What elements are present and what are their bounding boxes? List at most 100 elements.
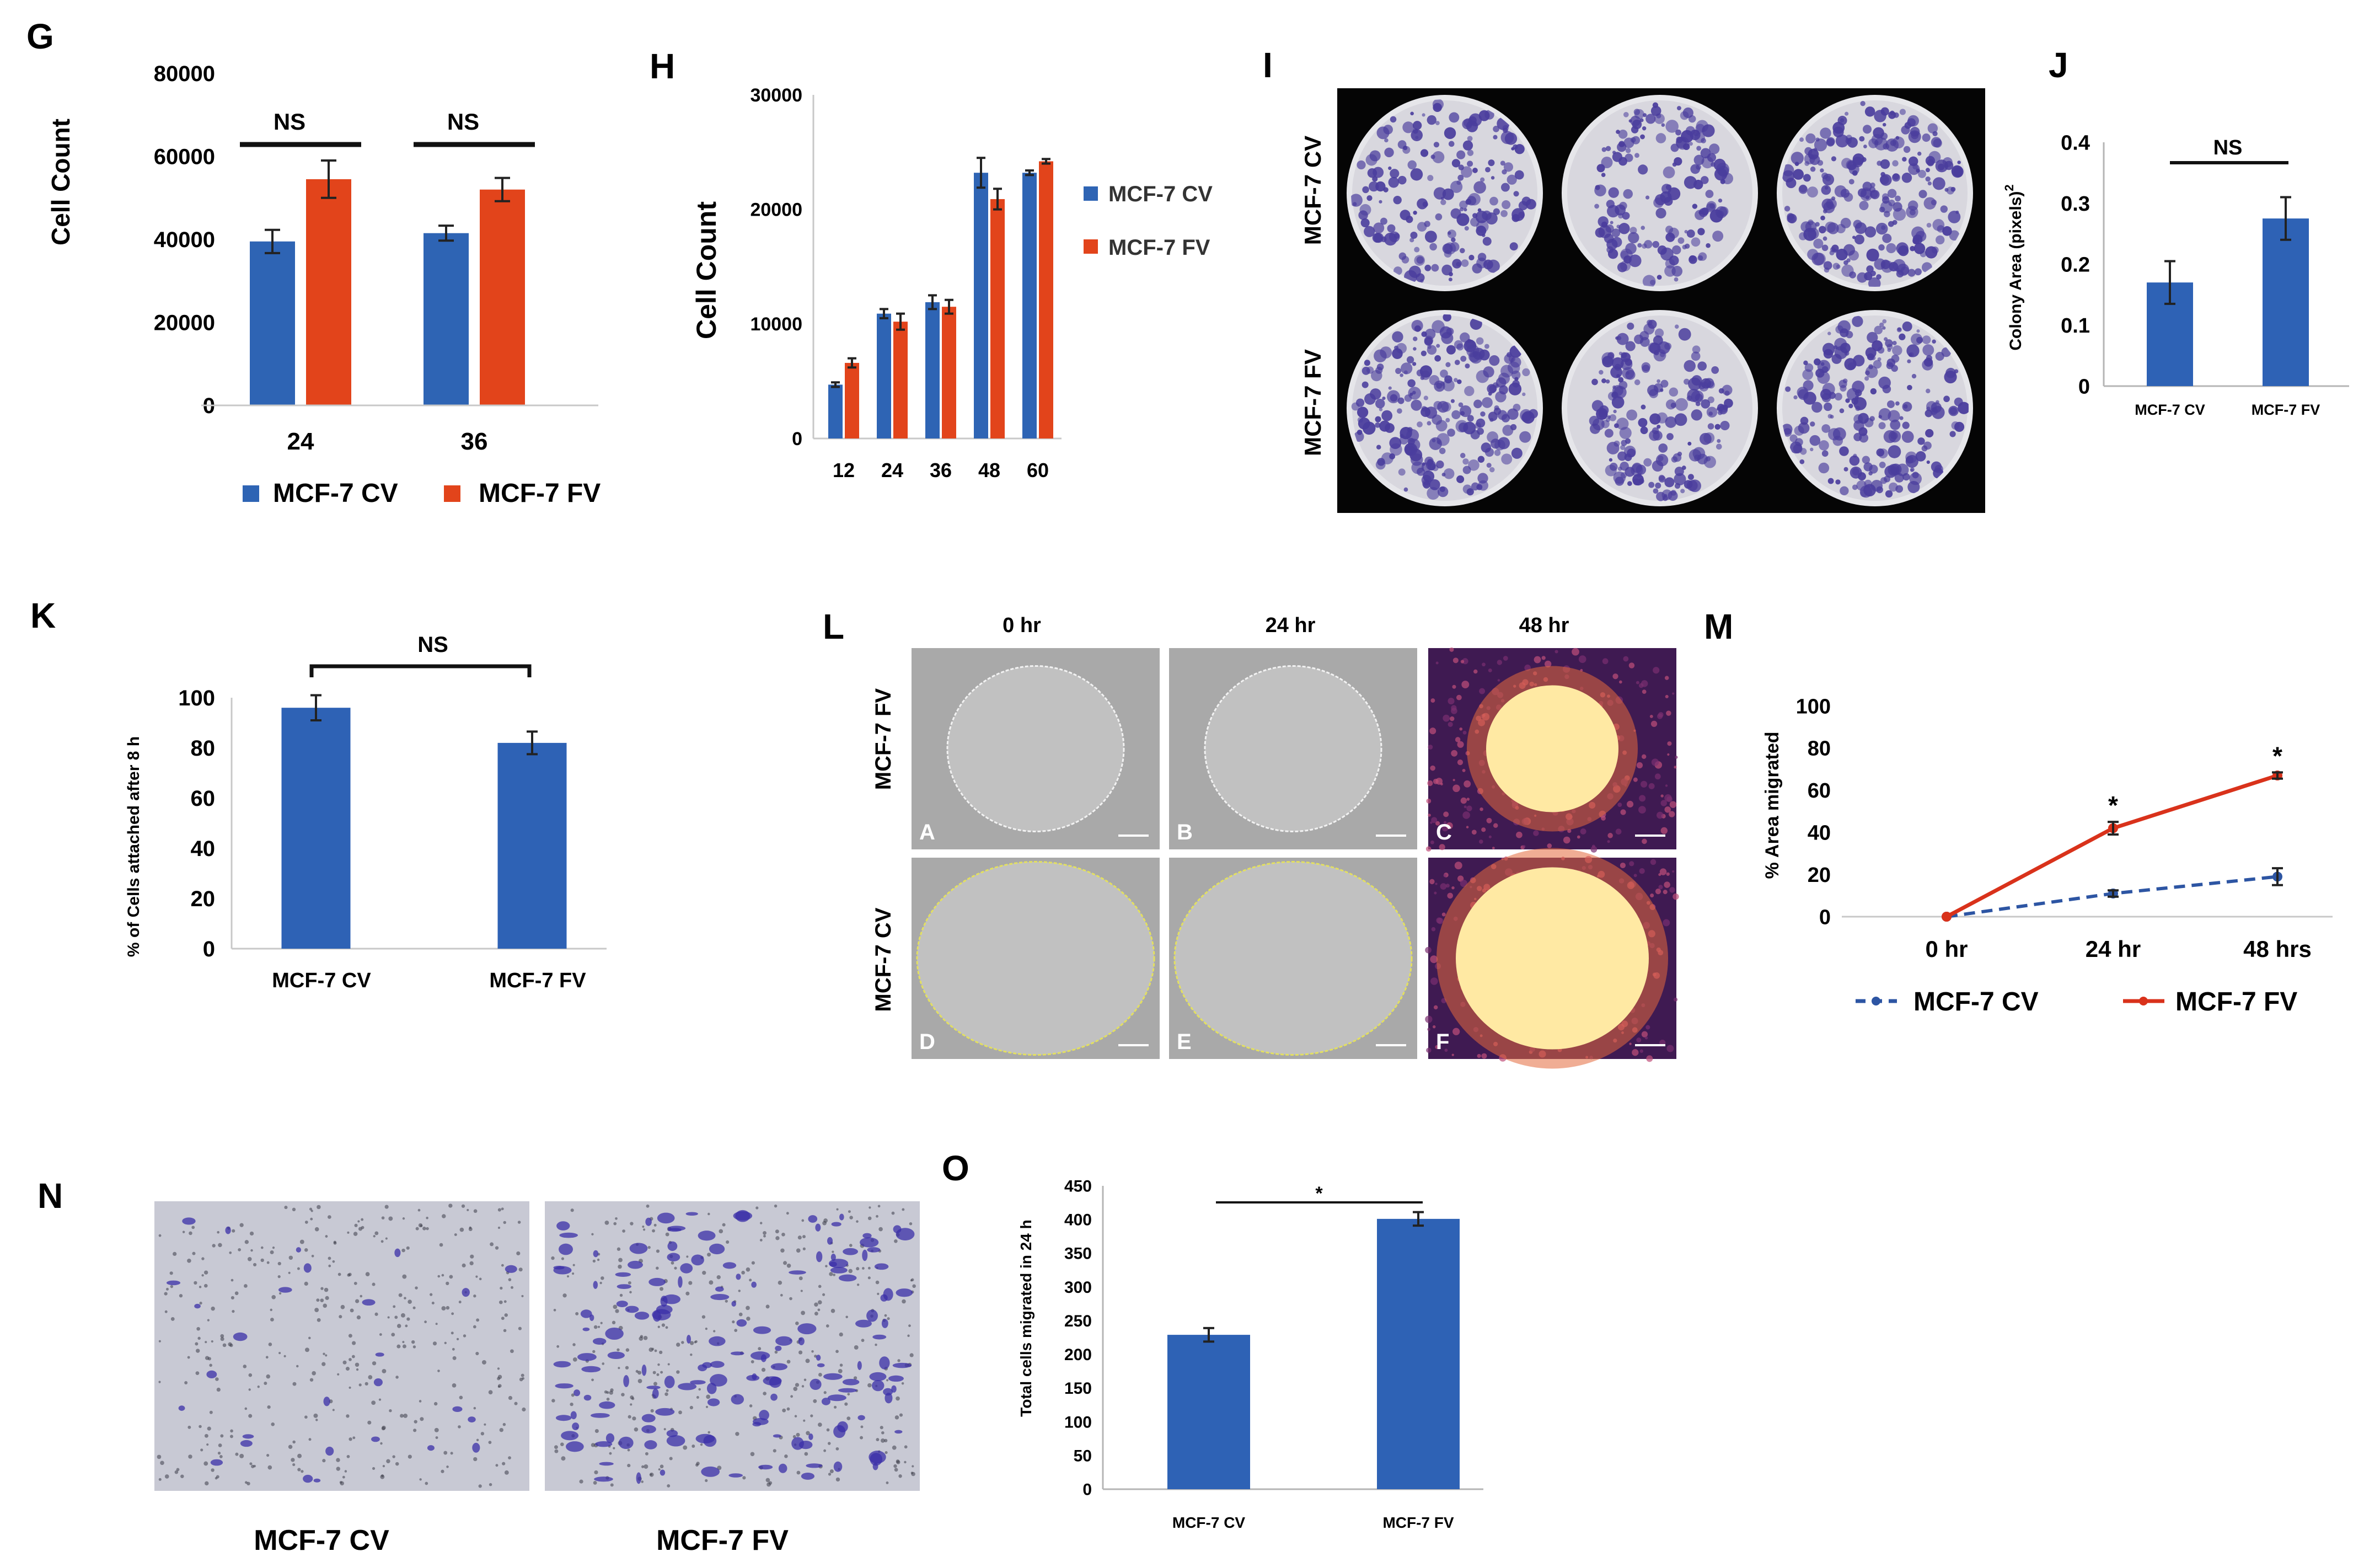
i-colony (1799, 448, 1807, 455)
n-migrated-cell (594, 1477, 613, 1482)
l-heat-speck (1666, 1045, 1674, 1052)
n-pore (797, 1235, 802, 1240)
i-colony (1946, 186, 1955, 195)
n-pore (732, 1320, 735, 1324)
n-pore (780, 1248, 785, 1253)
i-colony (1451, 410, 1461, 420)
n-migrated-cell (808, 1433, 813, 1440)
i-colony (1918, 169, 1926, 178)
i-colony (1513, 191, 1519, 197)
i-colony (1429, 243, 1437, 251)
i-colony (1931, 199, 1937, 206)
i-colony (1357, 429, 1363, 435)
o-xtick-1: MCF-7 FV (1382, 1514, 1454, 1531)
n-pore (211, 1468, 215, 1472)
i-colony (1634, 379, 1641, 386)
l-tile-letter: A (919, 820, 935, 844)
n-pore (439, 1243, 443, 1247)
n-pore (332, 1260, 335, 1263)
n-pore (594, 1470, 598, 1475)
i-colony (1807, 227, 1819, 239)
n-pore (382, 1464, 385, 1468)
i-colony (1590, 423, 1601, 434)
n-pore (308, 1438, 312, 1441)
l-heat-speck (1669, 801, 1677, 808)
i-colony (1925, 429, 1934, 438)
i-colony (1813, 253, 1826, 265)
l-heat-speck (1639, 868, 1645, 874)
i-colony (1892, 345, 1902, 356)
n-pore (401, 1248, 405, 1253)
i-colony (1669, 255, 1679, 266)
i-colony (1854, 389, 1862, 397)
i-colony (1375, 422, 1381, 428)
n-pore (384, 1205, 389, 1209)
n-pore (441, 1306, 446, 1311)
i-colony (1462, 140, 1473, 151)
n-pore (876, 1215, 878, 1218)
n-pore (393, 1305, 396, 1308)
i-colony (1417, 222, 1427, 232)
i-colony (1647, 384, 1659, 396)
n-pore (458, 1425, 461, 1429)
i-colony (1612, 393, 1616, 397)
n-pore (510, 1286, 514, 1289)
n-pore (478, 1484, 482, 1488)
n-pore (451, 1312, 454, 1315)
i-colony (1388, 176, 1400, 188)
i-colony (1820, 127, 1831, 139)
i-colony (1413, 336, 1418, 341)
l-heat-speck (1488, 668, 1492, 672)
n-migrated-cell (634, 1312, 650, 1320)
n-migrated-cell (879, 1356, 890, 1370)
n-pore (763, 1231, 766, 1235)
n-pore (352, 1436, 356, 1440)
i-colony (1809, 435, 1821, 446)
i-colony (1648, 482, 1655, 488)
i-colony (1848, 250, 1859, 261)
n-pore (406, 1246, 410, 1250)
n-pore (328, 1215, 331, 1219)
i-colony (1427, 175, 1434, 181)
n-pore (660, 1371, 663, 1374)
n-migrated-cell (815, 1223, 821, 1232)
n-migrated-cell (572, 1422, 580, 1431)
i-colony (1819, 226, 1826, 234)
n-pore (374, 1231, 379, 1235)
n-pore (835, 1350, 839, 1354)
n-pore (288, 1255, 293, 1260)
n-pore (645, 1452, 648, 1456)
i-colony (1412, 128, 1418, 134)
i-colony (1360, 218, 1370, 228)
i-colony (1840, 486, 1849, 495)
i-colony (1421, 331, 1427, 338)
i-colony (1612, 151, 1616, 154)
i-colony (1657, 275, 1662, 280)
n-pore (304, 1248, 308, 1252)
n-pore (312, 1371, 316, 1376)
i-colony (1718, 199, 1723, 203)
l-heat-speck (1632, 1049, 1639, 1056)
i-colony (1607, 249, 1618, 259)
n-migrated-cell (278, 1287, 292, 1293)
l-heat-speck (1672, 692, 1675, 695)
n-pore (664, 1392, 668, 1396)
i-colony (1709, 209, 1723, 223)
i-colony (1381, 410, 1393, 421)
n-pore (321, 1362, 326, 1366)
l-heat-speck (1544, 660, 1552, 668)
i-colony (1870, 270, 1876, 276)
l-heat-speck (1425, 846, 1432, 852)
n-pore (867, 1216, 872, 1221)
i-colony (1357, 406, 1369, 418)
i-colony (1616, 374, 1620, 378)
i-colony (1870, 479, 1883, 492)
n-pore (849, 1216, 853, 1219)
l-heat-speck (1430, 840, 1434, 844)
i-colony (1476, 337, 1484, 345)
i-colony (1840, 384, 1847, 392)
l-heat-speck (1658, 885, 1663, 890)
i-colony (1362, 186, 1369, 194)
i-colony (1666, 433, 1674, 440)
n-pore (220, 1434, 224, 1438)
